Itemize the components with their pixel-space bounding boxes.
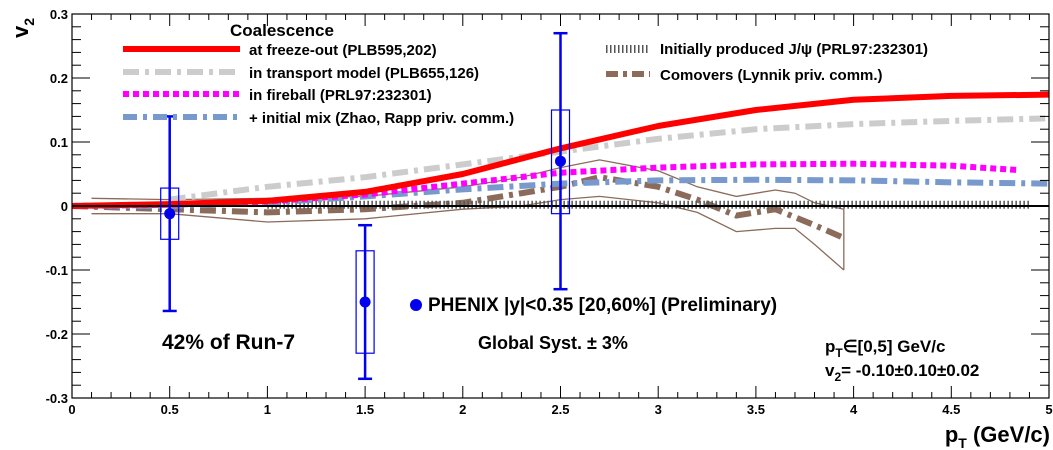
phenix-label: PHENIX |y|<0.35 [20,60%] (Preliminary): [428, 295, 777, 316]
phenix-data-points: [160, 31, 571, 381]
y-axis-title: v2: [8, 18, 37, 38]
transport-model-curve: [169, 115, 1050, 203]
data-point: [164, 208, 176, 220]
legend-label-fireball: in fireball (PRL97:232301): [249, 87, 432, 104]
y-tick-label: 0.1: [50, 135, 68, 150]
y-tick-label: -0.1: [46, 263, 68, 278]
x-tick-label: 1: [264, 402, 271, 417]
band-lower-edge: [91, 195, 845, 271]
data-point: [359, 296, 371, 308]
v2-result-label: v2= -0.10±0.10±0.02: [825, 361, 979, 384]
legend-header: Coalescence: [230, 21, 334, 40]
x-tick-label: 3.5: [747, 402, 765, 417]
x-tick-label: 5: [1045, 402, 1052, 417]
legend: Coalescence at freeze-out (PLB595,202) i…: [123, 21, 928, 127]
x-tick-label: 0: [68, 402, 75, 417]
x-tick-label: 2.5: [551, 402, 569, 417]
x-tick-label: 4: [850, 402, 858, 417]
axes: 0 0.5 1 1.5 2 2.5 3 3.5 4 4.5 5 -0.3 -0.2 -0.1 0 0.1 0.2…: [46, 7, 1053, 417]
x-tick-label: 4.5: [942, 402, 960, 417]
x-tick-label: 0.5: [161, 402, 179, 417]
x-tick-label: 3: [655, 402, 662, 417]
legend-label-freeze-out: at freeze-out (PLB595,202): [249, 42, 437, 59]
y-tick-label: -0.3: [46, 391, 68, 406]
comover-uncertainty-band: [91, 159, 845, 271]
legend-label-comovers: Comovers (Lynnik priv. comm.): [660, 67, 883, 84]
phenix-marker: [410, 299, 422, 311]
legend-label-transport: in transport model (PLB655,126): [249, 65, 479, 82]
legend-label-initial-jpsi: Initially produced J/ψ (PRL97:232301): [660, 41, 928, 58]
pt-range-label: pT∈[0,5] GeV/c: [825, 337, 945, 360]
y-tick-label: 0.2: [50, 71, 68, 86]
global-syst-label: Global Syst. ± 3%: [478, 333, 628, 353]
y-tick-label: -0.2: [46, 327, 68, 342]
data-point: [555, 155, 566, 167]
y-tick-label: 0.3: [50, 7, 68, 22]
run-label: 42% of Run-7: [162, 331, 295, 354]
comovers-curve: [71, 174, 846, 241]
y-tick-label: 0: [61, 199, 68, 214]
x-tick-label: 2: [459, 402, 466, 417]
legend-label-initial-mix: + initial mix (Zhao, Rapp priv. comm.): [249, 110, 514, 127]
x-axis-title: pT (GeV/c): [945, 422, 1050, 450]
x-tick-label: 1.5: [356, 402, 374, 417]
